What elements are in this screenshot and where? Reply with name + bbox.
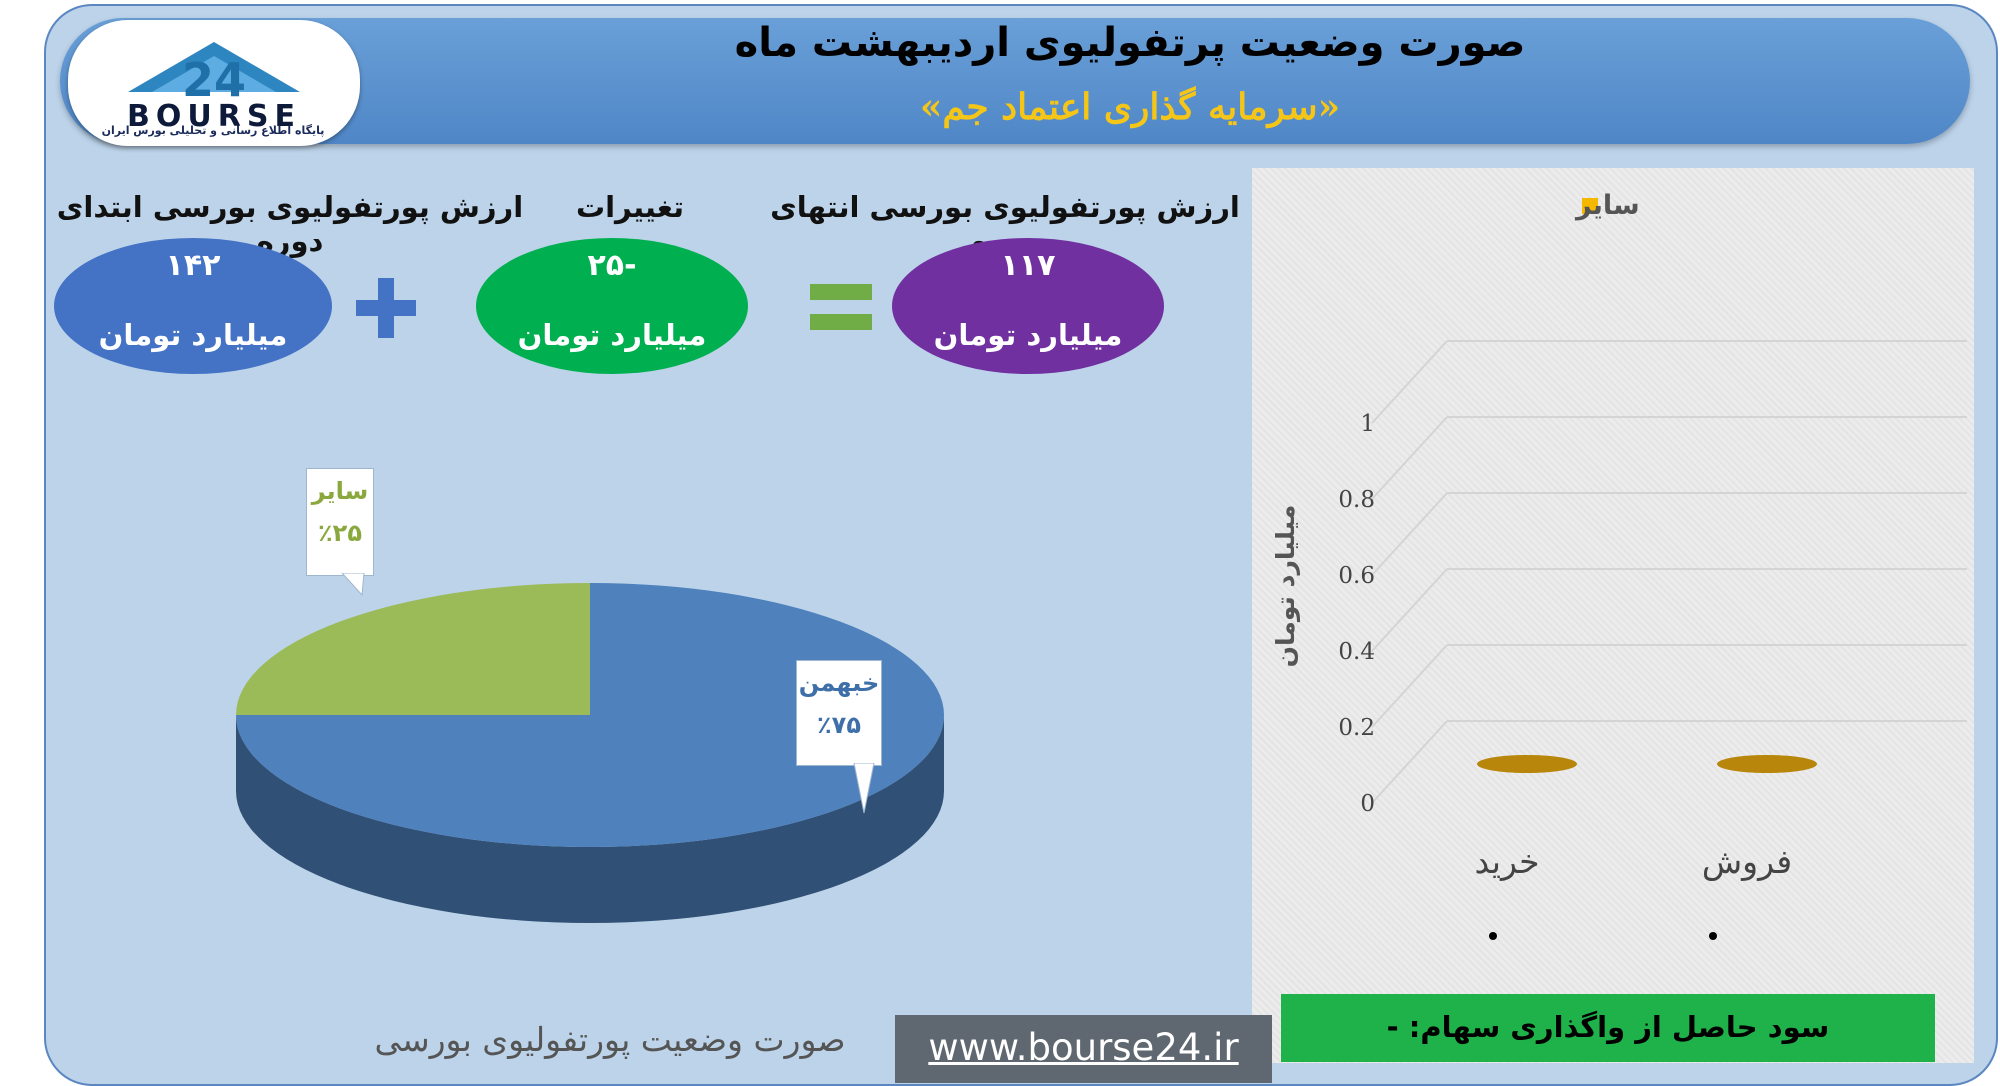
logo-subtitle: پایگاه اطلاع رسانی و تحلیلی بورس ایران [101,124,325,137]
stock-sale-profit: سود حاصل از واگذاری سهام: - [1281,994,1935,1062]
change-value-ellipse: -۲۵ میلیارد تومان [476,238,748,374]
start-value-number: ۱۴۲ [165,248,221,283]
grid-diagonal [1371,720,1448,804]
legend-label: سایر [1574,190,1640,221]
page-subtitle: «سرمایه گذاری اعتماد جم» [919,86,1341,128]
start-value-ellipse: ۱۴۲ میلیارد تومان [54,238,332,374]
grid-diagonal [1371,644,1448,728]
y-tick-label: 0.2 [1338,715,1375,741]
y-axis-label: میلیارد تومان [1271,505,1301,668]
pie-label-khbahman-name: خبهمن [798,669,880,697]
grid-diagonal [1371,492,1448,576]
page-title: صورت وضعیت پرتفولیوی اردیبهشت ماه [734,20,1526,66]
y-tick-label: 0.4 [1338,639,1375,665]
bar-chart: سایر 0 0.2 0.4 0.6 0.8 1 میلیارد تومان خرید فروش [1271,190,1967,940]
legend-swatch [1582,198,1598,214]
logo-mark-icon: 24 BOURSE [127,42,301,134]
website-link[interactable]: www.bourse24.ir [895,1015,1272,1083]
pie-label-other-name: سایر [311,477,369,505]
y-tick-label: 0 [1360,791,1375,817]
pie-label-other-pointer [341,573,365,597]
logo-number: 24 [182,53,246,107]
y-tick-label: 0.8 [1338,487,1375,513]
category-marker [1709,932,1717,940]
logo-text: BOURSE [127,99,301,134]
bar-chart-panel [1252,168,1974,1063]
x-category-label: خرید [1474,842,1539,882]
plus-icon [356,278,416,342]
y-tick-label: 1 [1360,411,1375,437]
pie-label-khbahman-value: ٪۷۵ [817,711,861,739]
end-value-number: ۱۱۷ [1000,248,1056,283]
pie-slice-1 [236,583,590,715]
pie-side-wall [236,715,944,923]
change-value-number: -۲۵ [587,248,637,283]
category-marker [1489,932,1497,940]
grid-diagonal [1371,568,1448,652]
grid-diagonal [1371,416,1448,500]
bar-top-1 [1717,755,1817,773]
equals-icon [810,282,872,338]
pie-chart [236,583,944,923]
end-value-unit: میلیارد تومان [933,318,1123,352]
grid-diagonal [1371,340,1448,424]
end-value-ellipse: ۱۱۷ میلیارد تومان [892,238,1164,374]
title-banner [60,18,1970,144]
pie-label-khbahman: خبهمن ٪۷۵ [796,660,882,766]
x-category-label: فروش [1702,842,1792,882]
change-label: تغییرات [575,190,685,224]
start-value-unit: میلیارد تومان [98,318,288,352]
pie-caption: صورت وضعیت پورتفولیوی بورسی [374,1020,846,1059]
pie-label-other-value: ٪۲۵ [318,519,362,547]
bar-top-0 [1477,755,1577,773]
pie-label-khbahman-pointer [853,763,875,814]
y-tick-label: 0.6 [1338,563,1375,589]
start-value-label: ارزش پورتفولیوی بورسی ابتدای دوره [56,190,524,258]
pie-label-other: سایر ٪۲۵ [306,468,374,576]
change-value-unit: میلیارد تومان [517,318,707,352]
bourse24-logo: 24 BOURSE [68,20,360,146]
